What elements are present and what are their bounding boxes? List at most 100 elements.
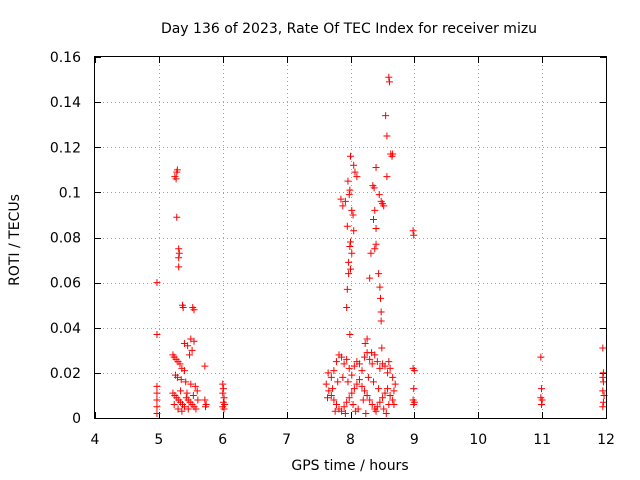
data-point: [366, 274, 374, 282]
data-point: [349, 211, 357, 219]
data-point: [220, 394, 228, 402]
grid-lines: [95, 57, 606, 418]
data-point: [381, 362, 389, 370]
data-point: [339, 202, 347, 210]
data-point: [348, 389, 356, 397]
data-point: [353, 380, 361, 388]
data-point: [599, 369, 607, 377]
data-point: [391, 380, 399, 388]
data-point: [338, 353, 346, 361]
data-point: [344, 378, 352, 386]
data-point: [537, 400, 545, 408]
data-point: [324, 394, 332, 402]
data-point: [378, 344, 386, 352]
data-point: [330, 396, 338, 404]
data-point: [327, 373, 335, 381]
data-point: [380, 405, 388, 413]
data-point: [378, 394, 386, 402]
data-point: [153, 396, 161, 404]
data-point: [372, 224, 380, 232]
data-point: [173, 213, 181, 221]
x-tick-label: 5: [154, 432, 163, 448]
y-tick-label: 0.04: [50, 321, 81, 337]
data-point: [343, 222, 351, 230]
data-point: [322, 380, 330, 388]
data-point: [337, 195, 345, 203]
data-point: [178, 407, 186, 415]
data-point: [373, 358, 381, 366]
data-point: [345, 394, 353, 402]
data-point: [153, 389, 161, 397]
data-point: [341, 409, 349, 417]
data-point: [410, 231, 418, 239]
data-point: [410, 385, 418, 393]
data-point: [173, 166, 181, 174]
data-point: [351, 168, 359, 176]
data-point: [332, 400, 340, 408]
data-point: [153, 279, 161, 287]
x-tick-label: 12: [597, 432, 615, 448]
data-point: [348, 249, 356, 257]
data-point: [383, 132, 391, 140]
x-tick-label: 9: [410, 432, 419, 448]
data-point: [352, 407, 360, 415]
data-point: [176, 360, 184, 368]
y-tick-label: 0.02: [50, 366, 81, 382]
data-point: [350, 227, 358, 235]
data-point: [368, 360, 376, 368]
data-point: [153, 331, 161, 339]
data-point: [353, 173, 361, 181]
y-tick-label: 0.06: [50, 276, 81, 292]
data-point: [340, 360, 348, 368]
y-tick-label: 0.14: [50, 95, 81, 111]
data-point: [386, 391, 394, 399]
data-point: [345, 191, 353, 199]
data-point: [344, 177, 352, 185]
data-point: [338, 407, 346, 415]
data-point: [347, 265, 354, 273]
x-axis-label: GPS time / hours: [291, 458, 408, 474]
data-point: [345, 258, 353, 266]
data-point: [355, 360, 363, 368]
data-point: [184, 405, 192, 413]
data-point: [190, 337, 198, 345]
data-point: [599, 344, 607, 352]
data-point: [341, 197, 349, 205]
y-tick-label: 0.1: [59, 185, 81, 201]
data-point: [358, 382, 366, 390]
data-point: [599, 398, 607, 406]
data-point: [409, 227, 417, 235]
data-point: [375, 270, 383, 278]
data-point: [363, 349, 371, 357]
x-tick-label: 6: [218, 432, 227, 448]
data-point: [193, 387, 201, 395]
data-point: [389, 373, 397, 381]
data-point: [373, 403, 381, 411]
data-point: [361, 353, 369, 361]
data-point: [153, 382, 161, 390]
data-point: [324, 369, 332, 377]
data-point: [389, 396, 397, 404]
data-point: [177, 376, 185, 384]
data-point: [330, 367, 338, 375]
data-point: [375, 385, 383, 393]
data-point: [343, 303, 351, 311]
data-point: [189, 391, 197, 399]
data-point: [364, 373, 372, 381]
x-tick-label: 11: [533, 432, 551, 448]
axis-ticks: [95, 57, 607, 419]
data-point: [348, 206, 356, 214]
data-point: [325, 387, 333, 395]
data-point: [188, 346, 196, 354]
data-point: [376, 283, 384, 291]
y-axis-label: ROTI / TECUs: [7, 194, 23, 286]
data-point: [192, 405, 200, 413]
data-point: [366, 355, 374, 363]
data-point: [384, 369, 392, 377]
data-point: [346, 186, 354, 194]
data-point: [345, 270, 353, 278]
data-point: [371, 351, 379, 359]
data-point: [180, 367, 188, 375]
x-tick-label: 7: [282, 432, 291, 448]
